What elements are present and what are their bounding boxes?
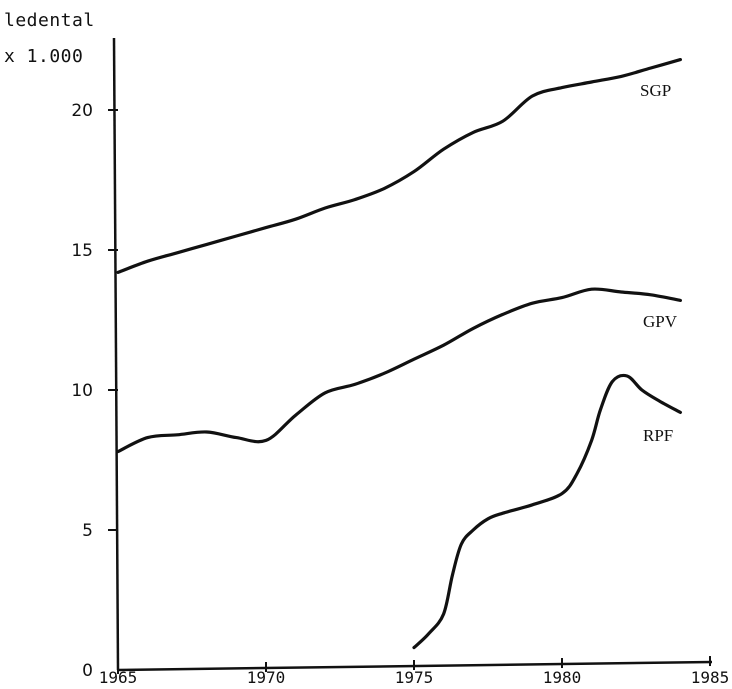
axes — [112, 37, 713, 672]
x-tick-label: 1965 — [99, 668, 138, 687]
y-tick-label: 20 — [71, 101, 93, 121]
y-axis-label-line-1: ledental — [4, 10, 95, 31]
x-tick-label: 1975 — [395, 668, 434, 687]
y-ticks: 0 5 10 15 20 — [71, 101, 118, 681]
series-line-gpv — [116, 287, 682, 454]
series-line-rpf — [412, 373, 682, 650]
series-label-gpv: GPV — [643, 312, 678, 331]
y-axis-label-line-2: x 1.000 — [4, 46, 84, 67]
x-ticks: 1965 1970 1975 1980 1985 — [99, 656, 730, 687]
y-tick-label: 10 — [71, 381, 93, 401]
y-tick-label: 15 — [71, 241, 93, 261]
series-group: SGP GPV RPF — [116, 58, 682, 650]
y-tick-label: 5 — [82, 521, 93, 541]
series-line-sgp — [116, 58, 682, 274]
y-tick-label: 0 — [82, 661, 93, 681]
x-tick-label: 1970 — [247, 668, 286, 687]
series-label-sgp: SGP — [640, 81, 671, 100]
x-tick-label: 1980 — [543, 668, 582, 687]
series-label-rpf: RPF — [643, 426, 673, 445]
x-tick-label: 1985 — [691, 668, 730, 687]
y-axis-line — [112, 37, 120, 671]
